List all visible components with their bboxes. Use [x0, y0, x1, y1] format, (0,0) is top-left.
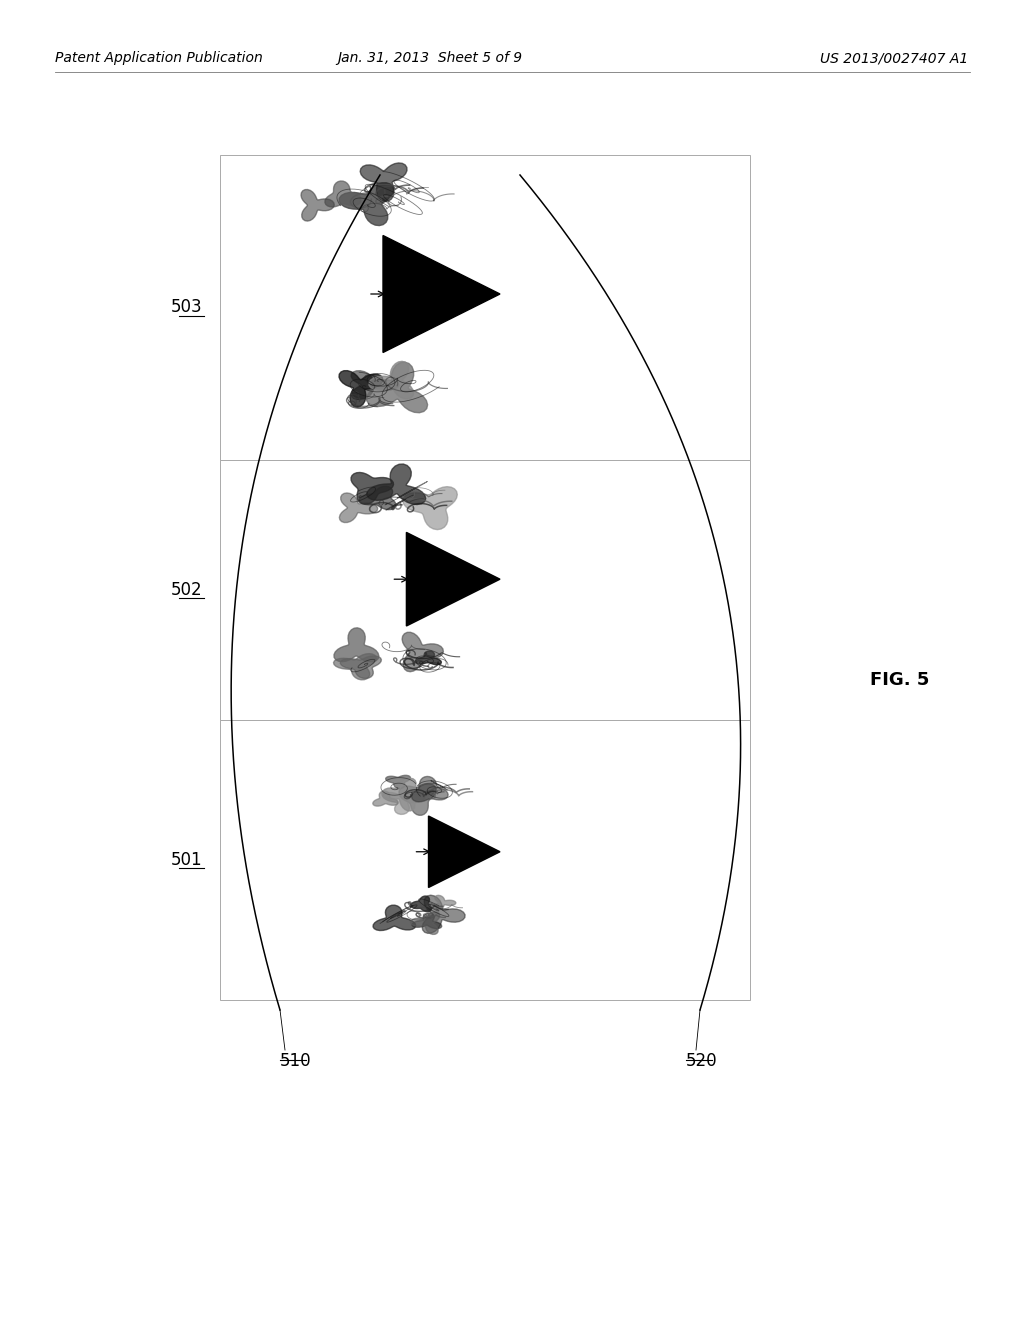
- Polygon shape: [339, 182, 393, 226]
- Polygon shape: [360, 162, 407, 202]
- Polygon shape: [325, 181, 360, 207]
- Bar: [220, 719, 750, 1001]
- Polygon shape: [339, 492, 378, 523]
- Polygon shape: [402, 632, 443, 672]
- Polygon shape: [334, 628, 379, 661]
- Polygon shape: [407, 532, 500, 626]
- Polygon shape: [340, 656, 381, 678]
- Text: Patent Application Publication: Patent Application Publication: [55, 51, 263, 65]
- Polygon shape: [351, 371, 399, 400]
- Text: US 2013/0027407 A1: US 2013/0027407 A1: [820, 51, 969, 65]
- Polygon shape: [412, 776, 449, 801]
- Text: 520: 520: [686, 1052, 718, 1071]
- Polygon shape: [367, 362, 428, 413]
- Polygon shape: [351, 473, 393, 504]
- Polygon shape: [428, 816, 500, 887]
- Polygon shape: [386, 775, 411, 788]
- Polygon shape: [411, 912, 439, 935]
- Bar: [220, 154, 750, 459]
- Polygon shape: [383, 792, 425, 814]
- Polygon shape: [402, 487, 458, 529]
- Polygon shape: [412, 913, 441, 929]
- Polygon shape: [416, 651, 441, 665]
- Polygon shape: [367, 465, 426, 504]
- Text: 503: 503: [170, 298, 202, 317]
- Text: FIG. 5: FIG. 5: [870, 671, 930, 689]
- Polygon shape: [382, 779, 416, 810]
- Polygon shape: [422, 895, 465, 933]
- Polygon shape: [369, 362, 414, 399]
- Polygon shape: [373, 791, 398, 807]
- Polygon shape: [434, 895, 456, 909]
- Polygon shape: [334, 653, 376, 680]
- Text: 510: 510: [280, 1052, 311, 1071]
- Text: 501: 501: [170, 851, 202, 869]
- Polygon shape: [339, 371, 383, 407]
- Text: 502: 502: [170, 581, 202, 599]
- Polygon shape: [383, 235, 500, 352]
- Polygon shape: [301, 190, 334, 220]
- Polygon shape: [359, 486, 396, 510]
- Bar: [220, 459, 750, 719]
- Text: Jan. 31, 2013  Sheet 5 of 9: Jan. 31, 2013 Sheet 5 of 9: [338, 51, 522, 65]
- Polygon shape: [373, 906, 416, 931]
- Polygon shape: [411, 896, 431, 912]
- Polygon shape: [399, 784, 436, 816]
